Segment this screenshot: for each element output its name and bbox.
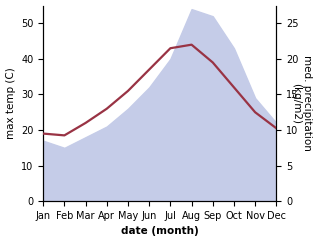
X-axis label: date (month): date (month) <box>121 227 199 236</box>
Y-axis label: med. precipitation
(kg/m2): med. precipitation (kg/m2) <box>291 55 313 151</box>
Y-axis label: max temp (C): max temp (C) <box>5 68 16 139</box>
